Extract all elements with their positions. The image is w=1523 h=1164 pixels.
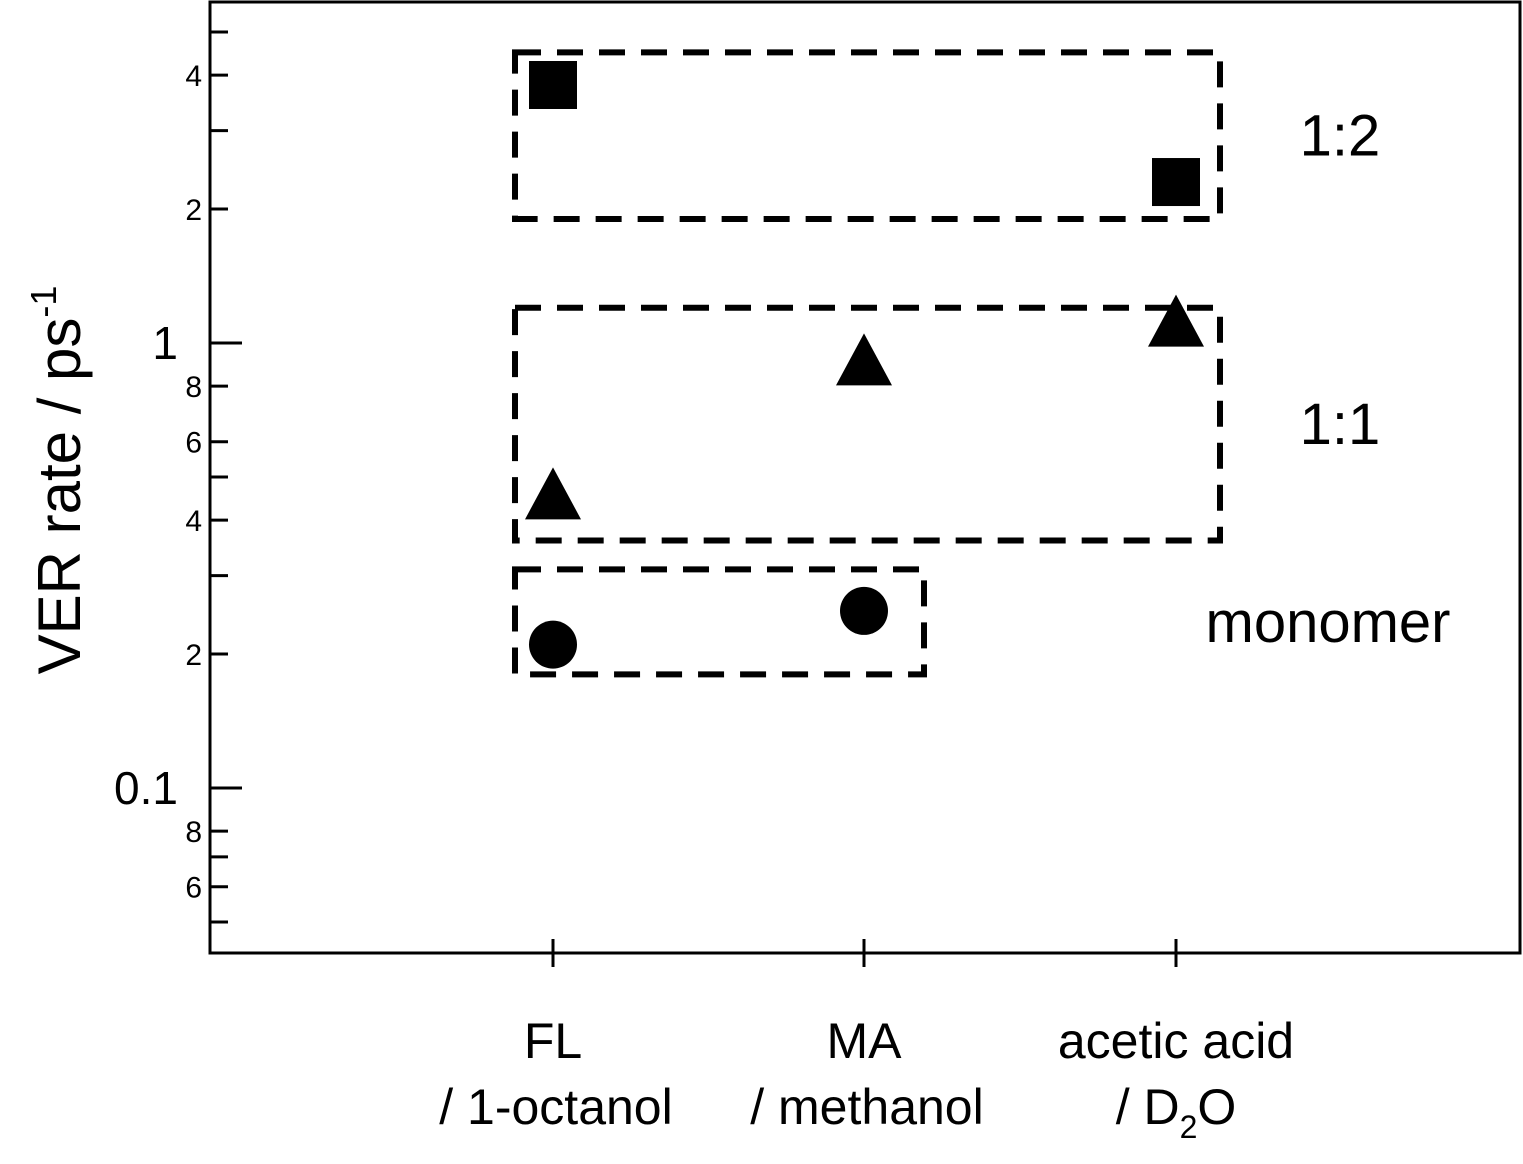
group-boxes: 1:2 1:1 monomer xyxy=(512,49,1451,678)
y-minor-tick-label: 4 xyxy=(185,505,202,538)
group-label: 1:2 xyxy=(1300,104,1381,169)
data-point-triangle xyxy=(525,467,581,520)
y-axis-ticks: 1 0.1 4 2 8 6 4 2 8 6 xyxy=(114,30,242,924)
data-point-circle xyxy=(529,620,577,669)
y-axis-title-text: VER rate / ps xyxy=(26,318,93,675)
y-minor-tick-label: 8 xyxy=(185,371,202,404)
group-box xyxy=(512,566,927,678)
data-point-circle xyxy=(840,586,888,635)
y-minor-tick-label: 6 xyxy=(185,872,202,905)
y-minor-tick-label: 2 xyxy=(185,194,202,227)
group-box xyxy=(512,49,1223,222)
y-minor-tick-label: 8 xyxy=(185,816,202,849)
y-minor-tick-label: 6 xyxy=(185,427,202,460)
group-box xyxy=(512,304,1223,544)
y-minor-tick-label: 4 xyxy=(185,60,202,93)
y-axis-title: VER rate / ps-1 xyxy=(23,286,93,675)
group-label: monomer xyxy=(1206,590,1451,655)
y-major-tick-label: 1 xyxy=(152,317,178,369)
x-category-label-line1: acetic acid xyxy=(1058,1013,1294,1069)
x-category-label-line2: / D2O xyxy=(1116,1079,1237,1145)
y-axis-title-superscript: -1 xyxy=(23,286,64,318)
data-point-square xyxy=(529,60,577,109)
data-point-triangle xyxy=(836,333,892,386)
y-minor-tick-label: 2 xyxy=(185,639,202,672)
data-markers xyxy=(525,60,1204,669)
x-category-label-subscript: 2 xyxy=(1180,1109,1198,1145)
y-major-tick-label: 0.1 xyxy=(114,762,178,814)
x-category-label-post: O xyxy=(1197,1079,1236,1135)
data-point-triangle xyxy=(1148,294,1204,347)
x-category-label-line1: MA xyxy=(827,1013,903,1069)
x-category-label-line2: / 1-octanol xyxy=(439,1079,672,1135)
x-category-label-line2: / methanol xyxy=(750,1079,983,1135)
data-point-square xyxy=(1152,158,1200,207)
x-category-label-line1: FL xyxy=(524,1013,582,1069)
group-label: 1:1 xyxy=(1300,392,1381,457)
x-category-label-pre: / D xyxy=(1116,1079,1180,1135)
x-axis-labels: FL / 1-octanol MA / methanol acetic acid / D2… xyxy=(439,939,1294,1145)
